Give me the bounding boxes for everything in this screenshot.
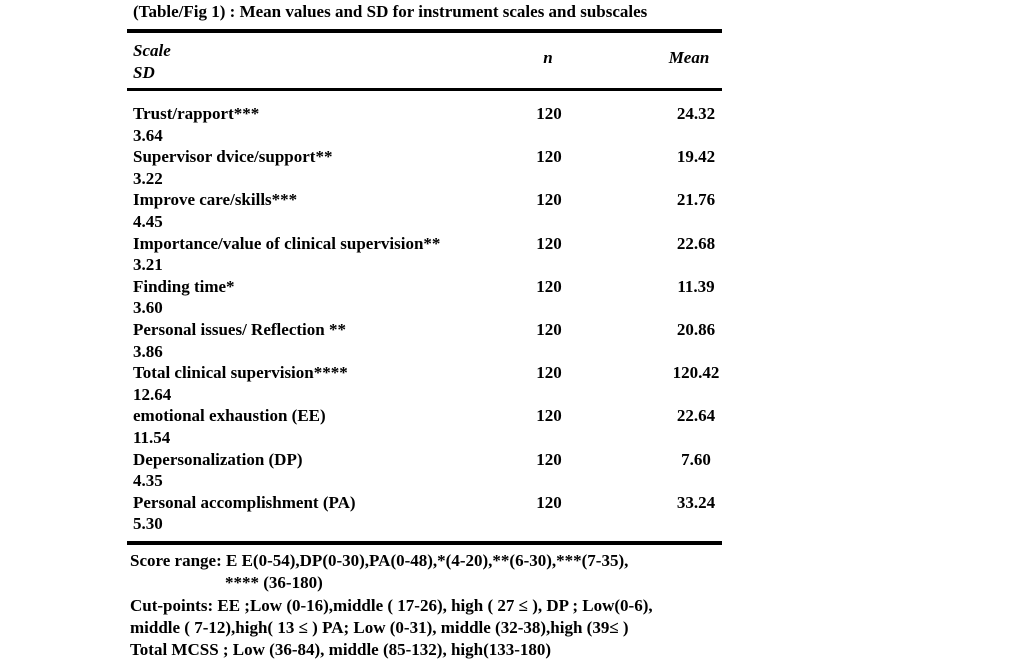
table-row: Depersonalization (DP) 120 7.60 4.35 <box>133 449 722 492</box>
sd-value: 3.64 <box>133 125 163 145</box>
table-row: Personal issues/ Reflection ** 120 20.86… <box>133 319 722 362</box>
scale-name: emotional exhaustion (EE) <box>133 406 326 426</box>
table-row: Personal accomplishment (PA) 120 33.24 5… <box>133 492 722 535</box>
n-value: 120 <box>536 147 562 167</box>
mean-value: 7.60 <box>681 449 711 469</box>
n-value: 120 <box>536 319 562 339</box>
sd-value: 3.86 <box>133 341 163 361</box>
sd-value: 4.45 <box>133 211 163 231</box>
sd-value: 4.35 <box>133 471 163 491</box>
n-value: 120 <box>536 190 562 210</box>
table-footnotes: Score range: E E(0-54),DP(0-30),PA(0-48)… <box>130 550 780 661</box>
mean-value: 11.39 <box>677 276 715 296</box>
scale-name: Importance/value of clinical supervision… <box>133 233 441 253</box>
scale-name: Finding time* <box>133 276 235 296</box>
column-header-sd: SD <box>133 63 155 82</box>
data-table: Scale n Mean SD Trust/rapport*** 120 24.… <box>127 29 722 545</box>
scale-name: Total clinical supervision**** <box>133 363 348 383</box>
table-row: Improve care/skills*** 120 21.76 4.45 <box>133 189 722 232</box>
mean-value: 22.64 <box>676 406 716 426</box>
sd-value: 5.30 <box>133 514 163 534</box>
table-header-row: Scale n Mean SD <box>127 33 722 88</box>
table-row: emotional exhaustion (EE) 120 22.64 11.5… <box>133 405 722 448</box>
n-value: 120 <box>536 449 562 469</box>
table-body: Trust/rapport*** 120 24.32 3.64 Supervis… <box>127 91 722 541</box>
table-top-rule <box>127 29 722 33</box>
column-header-scale: Scale <box>133 41 171 60</box>
scale-name: Improve care/skills*** <box>133 190 298 210</box>
table-row: Importance/value of clinical supervision… <box>133 233 722 276</box>
mean-value: 20.86 <box>676 319 716 339</box>
sd-value: 3.21 <box>133 255 163 275</box>
scale-name: Trust/rapport*** <box>133 104 260 123</box>
mean-value: 21.76 <box>676 190 716 210</box>
sd-value: 11.54 <box>133 427 171 447</box>
table-caption: (Table/Fig 1) : Mean values and SD for i… <box>133 2 648 21</box>
table-row: Trust/rapport*** 120 24.32 3.64 <box>133 103 722 146</box>
footnote-score-range: Score range: E E(0-54),DP(0-30),PA(0-48)… <box>130 551 629 570</box>
footnote-score-range-continued: **** (36-180) <box>225 573 323 593</box>
n-value: 120 <box>536 406 562 426</box>
n-value: 120 <box>536 104 562 123</box>
footnote-cut-points-continued: middle ( 7-12),high( 13 ≤ ) PA; Low (0-3… <box>130 617 629 637</box>
column-header-mean: Mean <box>668 48 710 67</box>
n-value: 120 <box>536 276 562 296</box>
mean-value: 120.42 <box>672 363 720 383</box>
scale-name: Personal accomplishment (PA) <box>133 492 356 512</box>
footnote-total-mcss: Total MCSS ; Low (36-84), middle (85-132… <box>130 640 552 660</box>
mean-value: 22.68 <box>676 233 716 253</box>
mean-value: 19.42 <box>676 147 716 167</box>
sd-value: 3.22 <box>133 168 163 188</box>
column-header-n: n <box>543 48 553 67</box>
scale-name: Depersonalization (DP) <box>133 449 303 469</box>
mean-value: 33.24 <box>676 492 716 512</box>
n-value: 120 <box>536 492 562 512</box>
scale-name: Personal issues/ Reflection ** <box>133 319 346 339</box>
mean-value: 24.32 <box>676 104 716 123</box>
table-header-rule <box>127 88 722 91</box>
scale-name: Supervisor dvice/support** <box>133 147 333 167</box>
footnote-cut-points: Cut-points: EE ;Low (0-16),middle ( 17-2… <box>130 595 653 615</box>
sd-value: 3.60 <box>133 298 163 318</box>
table-row: Total clinical supervision**** 120 120.4… <box>133 362 722 405</box>
table-bottom-rule <box>127 540 722 545</box>
n-value: 120 <box>536 363 562 383</box>
n-value: 120 <box>536 233 562 253</box>
table-row: Finding time* 120 11.39 3.60 <box>133 276 722 319</box>
sd-value: 12.64 <box>133 384 172 404</box>
table-row: Supervisor dvice/support** 120 19.42 3.2… <box>133 146 722 189</box>
